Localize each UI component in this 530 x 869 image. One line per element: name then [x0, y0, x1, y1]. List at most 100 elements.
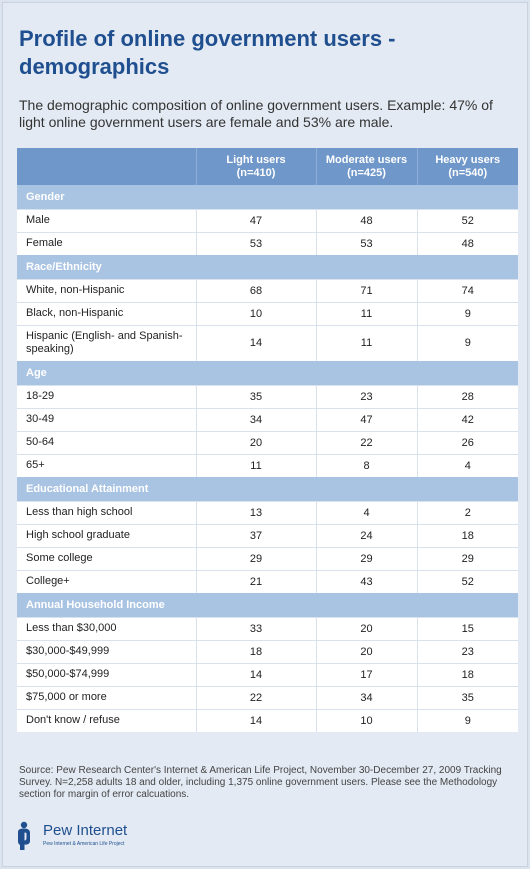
section-title: Annual Household Income — [26, 598, 165, 611]
row-value: 15 — [416, 617, 518, 640]
table-row: Don't know / refuse 14 10 9 — [17, 709, 518, 732]
row-value: 18 — [416, 663, 518, 686]
column-n: (n=540) — [448, 166, 488, 179]
table-row: Less than high school 13 4 2 — [17, 501, 518, 524]
table-row: Female 53 53 48 — [17, 232, 518, 255]
row-value: 35 — [416, 686, 518, 709]
column-name: Moderate users — [325, 153, 408, 166]
column-header-light: Light users (n=410) — [195, 148, 316, 185]
row-value: 26 — [416, 431, 518, 454]
row-value: 23 — [315, 385, 417, 408]
row-value: 22 — [195, 686, 316, 709]
table-row: White, non-Hispanic 68 71 74 — [17, 279, 518, 302]
row-value: 2 — [416, 501, 518, 524]
section-header-row: Annual Household Income — [17, 593, 518, 617]
table-header-row: Light users (n=410) Moderate users (n=42… — [17, 148, 518, 185]
row-value: 18 — [195, 640, 316, 663]
section-header-row: Race/Ethnicity — [17, 255, 518, 279]
row-value: 48 — [416, 232, 518, 255]
column-name: Heavy users — [435, 153, 501, 166]
row-value: 9 — [416, 709, 518, 732]
section-header-row: Educational Attainment — [17, 477, 518, 501]
column-n: (n=425) — [347, 166, 386, 179]
row-label: Some college — [26, 552, 93, 564]
section-title: Gender — [26, 190, 65, 203]
row-value: 37 — [195, 524, 316, 547]
logo-tagline: Pew Internet & American Life Project — [43, 841, 125, 847]
row-value: 8 — [315, 454, 417, 477]
table-body: Gender Male 47 48 52 Female 53 53 48 Race/Ethnici… — [17, 185, 518, 732]
row-value: 68 — [195, 279, 316, 302]
table-row: $75,000 or more 22 34 35 — [17, 686, 518, 709]
row-value: 11 — [315, 325, 417, 361]
pew-internet-logo: Pew Internet Pew Internet & American Lif… — [16, 819, 146, 853]
row-label: 30-49 — [26, 413, 55, 425]
row-value: 20 — [195, 431, 316, 454]
table-row: 65+ 11 8 4 — [17, 454, 518, 477]
table-row: Some college 29 29 29 — [17, 547, 518, 570]
column-header-moderate: Moderate users (n=425) — [315, 148, 417, 185]
logo-name: Pew Internet — [43, 822, 128, 839]
table-row: Male 47 48 52 — [17, 209, 518, 232]
table-row: College+ 21 43 52 — [17, 570, 518, 593]
row-label: Black, non-Hispanic — [26, 307, 124, 319]
section-header-row: Age — [17, 361, 518, 385]
row-value: 22 — [315, 431, 417, 454]
demographics-table: Light users (n=410) Moderate users (n=42… — [17, 148, 518, 732]
row-value: 47 — [195, 209, 316, 232]
page-subtitle: The demographic composition of online go… — [19, 97, 493, 130]
row-value: 14 — [195, 709, 316, 732]
row-value: 71 — [315, 279, 417, 302]
row-value: 29 — [195, 547, 316, 570]
row-value: 74 — [416, 279, 518, 302]
section-title: Race/Ethnicity — [26, 260, 102, 273]
row-value: 53 — [195, 232, 316, 255]
row-value: 11 — [195, 454, 316, 477]
row-value: 10 — [195, 302, 316, 325]
row-value: 34 — [195, 408, 316, 431]
row-value: 4 — [416, 454, 518, 477]
column-name: Light users — [226, 153, 286, 166]
row-value: 24 — [315, 524, 417, 547]
table-row: $50,000-$74,999 14 17 18 — [17, 663, 518, 686]
row-label: High school graduate — [26, 529, 130, 541]
row-value: 21 — [195, 570, 316, 593]
row-value: 35 — [195, 385, 316, 408]
row-value: 4 — [315, 501, 417, 524]
row-value: 9 — [416, 302, 518, 325]
row-value: 34 — [315, 686, 417, 709]
row-value: 14 — [195, 663, 316, 686]
row-label: College+ — [26, 575, 70, 588]
row-label: $30,000-$49,999 — [26, 645, 110, 657]
row-label: Don't know / refuse — [26, 714, 120, 727]
row-label: Male — [26, 214, 50, 226]
row-value: 52 — [416, 209, 518, 232]
column-header-heavy: Heavy users (n=540) — [416, 148, 518, 185]
row-value: 9 — [416, 325, 518, 361]
table-row: High school graduate 37 24 18 — [17, 524, 518, 547]
table-row: 50-64 20 22 26 — [17, 431, 518, 454]
row-value: 18 — [416, 524, 518, 547]
row-label: 65+ — [26, 459, 45, 472]
row-label: White, non-Hispanic — [26, 284, 125, 296]
table-row: Less than $30,000 33 20 15 — [17, 617, 518, 640]
row-value: 17 — [315, 663, 417, 686]
row-value: 48 — [315, 209, 417, 232]
section-title: Age — [26, 366, 47, 379]
row-label: Hispanic (English- and Spanish-speaking) — [26, 330, 183, 356]
column-n: (n=410) — [236, 166, 276, 179]
row-value: 47 — [315, 408, 417, 431]
table-row: Hispanic (English- and Spanish-speaking)… — [17, 325, 518, 361]
row-label: Less than high school — [26, 506, 133, 518]
row-value: 33 — [195, 617, 316, 640]
row-value: 53 — [315, 232, 417, 255]
section-title: Educational Attainment — [26, 482, 149, 495]
row-value: 42 — [416, 408, 518, 431]
row-label: Female — [26, 237, 63, 250]
row-label: $75,000 or more — [26, 691, 107, 703]
table-row: Black, non-Hispanic 10 11 9 — [17, 302, 518, 325]
pew-logo-icon — [18, 821, 30, 850]
row-value: 29 — [315, 547, 417, 570]
section-header-row: Gender — [17, 185, 518, 209]
